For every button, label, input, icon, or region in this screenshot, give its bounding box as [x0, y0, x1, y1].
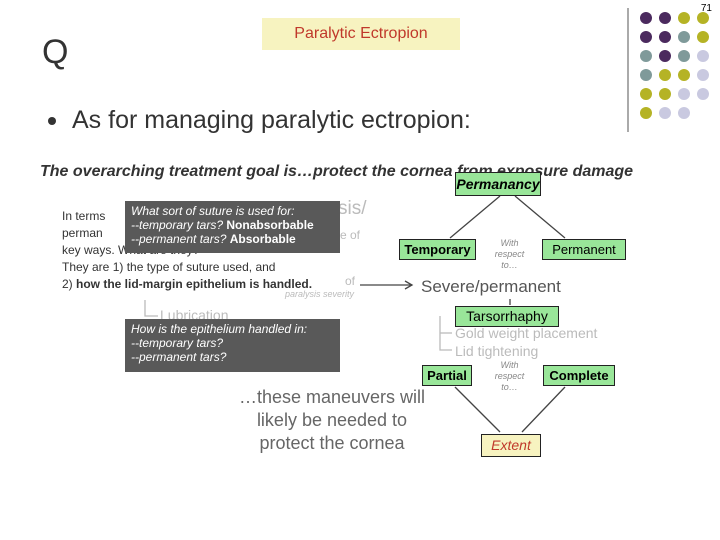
dot-grid [627, 8, 709, 132]
text: --permanent tars? [131, 232, 227, 246]
text-line: They are 1) the type of suture used, and [62, 260, 276, 274]
text: 2) [62, 277, 73, 291]
bullet [48, 117, 56, 125]
text: How is the epithelium handled in: [131, 322, 308, 336]
permanent-box: Permanent [542, 239, 626, 260]
text-line: In terms [62, 209, 106, 223]
text: --permanent tars? [131, 350, 227, 364]
text: --temporary tars? [131, 336, 224, 350]
note: With respect to… [494, 360, 525, 392]
complete-box: Complete [543, 365, 615, 386]
goal: The overarching treatment goal is…protec… [40, 163, 634, 180]
question: As for managing paralytic ectropion: [72, 106, 471, 134]
permanency-box: Permanancy [455, 172, 541, 196]
suture-box: What sort of suture is used for: --tempo… [125, 201, 340, 253]
temporary-box: Temporary [399, 239, 476, 260]
faded-text: e of [340, 228, 361, 242]
text: What sort of suture is used for: [131, 204, 295, 218]
faded-text: of [345, 274, 356, 288]
text: --temporary tars? [131, 218, 224, 232]
text-line: 2) how the lid-margin epithelium is hand… [62, 276, 312, 293]
extent-box: Extent [481, 434, 541, 457]
text: Absorbable [229, 232, 296, 246]
text: Nonabsorbable [226, 218, 314, 232]
text-line: perman [62, 226, 103, 240]
note: With respect to… [494, 238, 525, 270]
partial-box: Partial [422, 365, 472, 386]
page-number: 71 [700, 3, 712, 14]
option: Gold weight placement [455, 325, 598, 341]
option: Lid tightening [455, 343, 539, 359]
faded-text: sis/ [338, 198, 367, 219]
slide-title: Paralytic Ectropion [262, 18, 460, 50]
arrows [144, 195, 566, 433]
tarsorrhaphy-box: Tarsorrhaphy [455, 306, 559, 327]
severe-label: Severe/permanent [421, 277, 561, 296]
maneuvers-text: …these maneuvers will likely be needed t… [238, 387, 426, 453]
faded-text: paralysis severity [285, 289, 355, 299]
text: how the lid-margin epithelium is handled… [76, 277, 313, 291]
q-label: Q [42, 33, 69, 71]
epithelium-box: How is the epithelium handled in: --temp… [125, 319, 340, 372]
